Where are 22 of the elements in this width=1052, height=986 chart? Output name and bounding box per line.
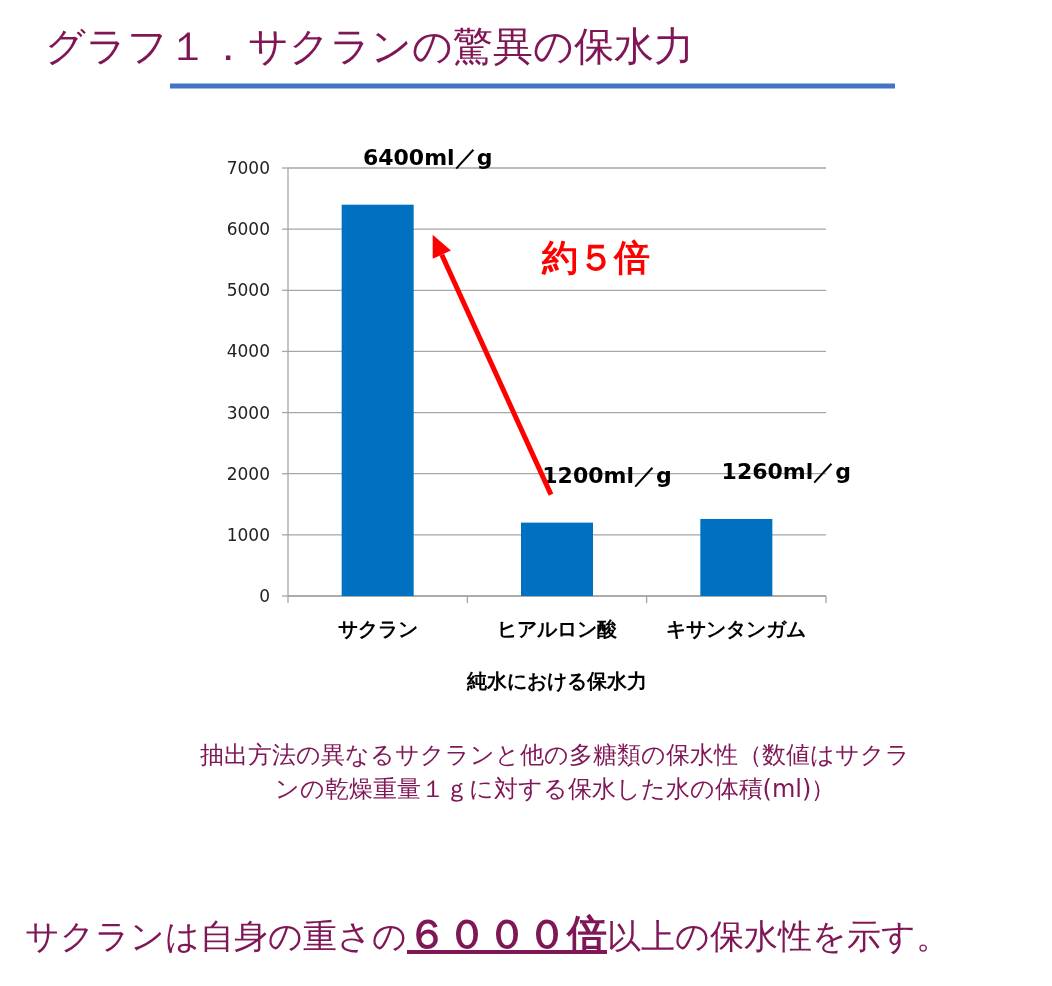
text: 抽出方法の異なるサクランと他の多糖類の保水性（数値はサクランの乾燥重量１ｇに対する保水した水の体積(ml)）: [200, 740, 910, 805]
x-tick-label: キサンタンガム: [666, 617, 807, 641]
annotation: 約５倍: [541, 237, 650, 278]
x-axis-title: 純水における保水力: [466, 669, 647, 693]
x-tick-label: サクラン: [337, 617, 418, 641]
y-tick-label: 4000: [226, 341, 270, 362]
y-tick-label: 1000: [226, 524, 270, 545]
data-label: 1200ml／g: [542, 462, 672, 488]
y-tick-label: 6000: [226, 219, 270, 240]
bar: [700, 518, 773, 596]
y-tick-label: 2000: [226, 463, 270, 484]
bar: [521, 522, 593, 596]
y-tick-label: 3000: [226, 402, 270, 423]
x-tick-label: ヒアルロン酸: [497, 617, 618, 641]
chart-title: グラフ１．サクランの驚異の保水力: [45, 23, 694, 69]
y-tick-label: 5000: [226, 280, 270, 301]
data-label: 1260ml／g: [721, 458, 852, 484]
bar: [341, 204, 414, 596]
data-label: 6400ml／g: [362, 144, 493, 170]
y-tick-label: 7000: [226, 158, 270, 178]
text: サクランは自身の重さの６０００倍以上の保水性を示す。: [25, 911, 950, 957]
y-tick-label: 0: [259, 586, 270, 606]
